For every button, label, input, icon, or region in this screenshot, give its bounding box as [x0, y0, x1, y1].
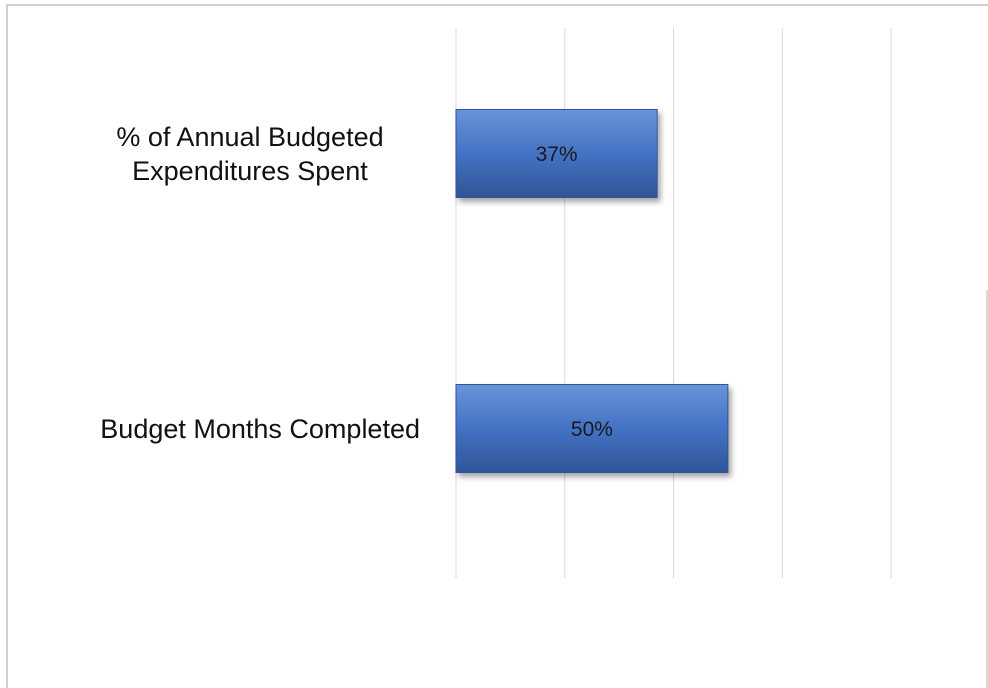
bar [455, 384, 729, 473]
category-label: Budget Months Completed [100, 413, 420, 444]
data-label: 50% [571, 418, 613, 441]
category-label: % of Annual Budgeted Expenditures Spent [116, 121, 384, 186]
bar [455, 109, 658, 198]
chart-border [6, 4, 988, 688]
data-label: 37% [536, 143, 578, 166]
